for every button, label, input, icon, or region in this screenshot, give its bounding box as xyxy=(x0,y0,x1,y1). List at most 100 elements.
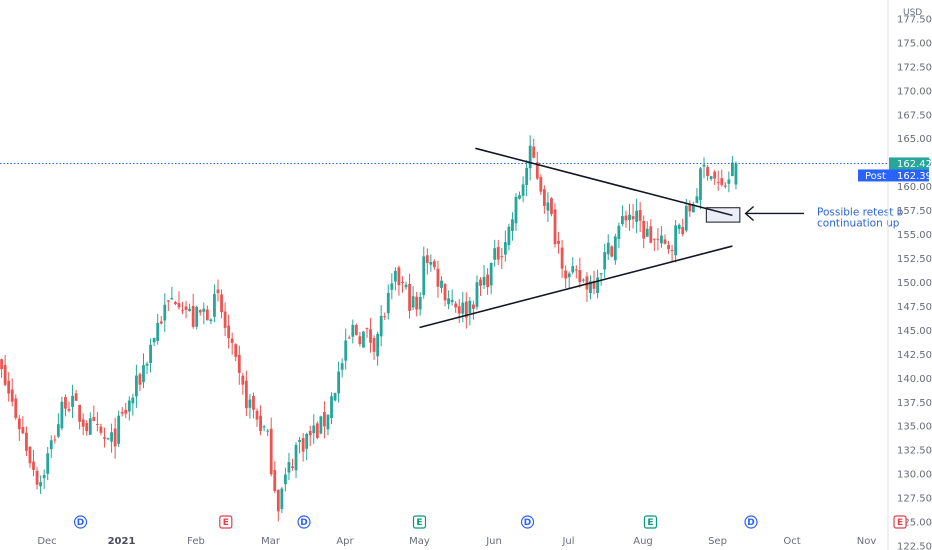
candle xyxy=(457,299,461,323)
time-tick-label: Mar xyxy=(261,536,281,547)
candle xyxy=(14,394,18,420)
price-tick-label: 167.50 xyxy=(897,110,932,121)
candle xyxy=(642,215,646,249)
trendline-lower[interactable] xyxy=(419,245,733,329)
arrow-head xyxy=(744,205,755,222)
candle xyxy=(638,201,642,232)
candle xyxy=(174,300,177,306)
candle xyxy=(312,414,316,444)
candle xyxy=(635,198,639,234)
candle xyxy=(209,318,213,325)
candle xyxy=(482,265,486,289)
candle xyxy=(674,219,678,263)
candle xyxy=(287,452,291,481)
candle xyxy=(46,446,50,481)
candle xyxy=(525,160,529,197)
candle xyxy=(418,292,422,316)
candle xyxy=(298,436,301,454)
candle xyxy=(695,188,699,204)
price-tick-label: 160.00 xyxy=(897,182,932,193)
candle xyxy=(691,201,695,213)
candle xyxy=(532,138,536,159)
candle xyxy=(493,239,497,267)
candle xyxy=(39,475,43,494)
candle xyxy=(106,437,110,441)
annotation-text: Possible retest b xyxy=(817,206,904,218)
candle xyxy=(330,392,333,425)
svg-text:E: E xyxy=(416,518,422,528)
price-axis[interactable]: 180.00 177.50 175.00 172.50 170.00 167.50 165.… xyxy=(858,0,932,550)
candle xyxy=(468,297,472,326)
candle xyxy=(213,284,216,323)
candle xyxy=(688,200,692,217)
trendline-upper[interactable] xyxy=(475,147,733,217)
earnings-event-icon[interactable]: E xyxy=(219,515,233,529)
earnings-event-icon[interactable]: E xyxy=(893,515,907,529)
candle xyxy=(677,223,681,235)
time-tick-label: Sep xyxy=(708,536,727,547)
candle xyxy=(227,314,231,349)
annotation-text: continuation up xyxy=(817,217,900,229)
candle xyxy=(188,303,192,312)
candle xyxy=(181,301,184,315)
candle xyxy=(720,169,724,187)
candle xyxy=(276,489,280,522)
retest-box[interactable] xyxy=(705,207,741,223)
price-tick-label: 137.50 xyxy=(897,398,932,409)
last-price-label: 162.42 xyxy=(897,159,932,170)
candle xyxy=(472,300,475,320)
time-tick-label: Jun xyxy=(485,536,502,547)
price-tick-label: 135.00 xyxy=(897,422,932,433)
candle xyxy=(127,396,131,421)
time-tick-label: Feb xyxy=(187,536,205,547)
candle xyxy=(149,338,152,373)
candle xyxy=(351,319,355,344)
candle xyxy=(663,234,667,245)
candle xyxy=(408,273,411,319)
dividend-event-icon[interactable]: D xyxy=(744,515,758,529)
candle xyxy=(606,234,610,261)
dividend-event-icon[interactable]: D xyxy=(297,515,311,529)
candle xyxy=(574,265,578,279)
candle xyxy=(386,284,390,320)
candle xyxy=(546,192,550,222)
dividend-event-icon[interactable]: D xyxy=(520,515,535,529)
candle xyxy=(3,355,7,387)
candle xyxy=(649,219,653,244)
svg-text:E: E xyxy=(897,518,903,528)
candle xyxy=(511,212,514,241)
candle xyxy=(60,396,64,431)
candle xyxy=(660,226,663,248)
candle xyxy=(284,467,287,492)
candle xyxy=(49,435,53,458)
candle xyxy=(120,407,124,417)
currency-label: USD xyxy=(903,8,922,18)
candle xyxy=(184,301,188,319)
dividend-event-icon[interactable]: D xyxy=(73,515,88,529)
time-tick-label: Apr xyxy=(336,536,354,547)
candle xyxy=(198,309,202,316)
price-tick-label: 140.00 xyxy=(897,374,932,385)
earnings-event-icon[interactable]: E xyxy=(412,515,427,529)
candle xyxy=(216,279,220,302)
time-axis[interactable]: Dec 2021 Feb Mar Apr May Jun Jul Aug Sep Oct Nov xyxy=(37,536,876,547)
candle xyxy=(241,372,245,395)
candle xyxy=(142,353,145,389)
price-tick-label: 150.00 xyxy=(897,278,932,289)
candle xyxy=(422,246,426,299)
earnings-event-icon[interactable]: E xyxy=(643,515,658,529)
candle xyxy=(347,335,351,339)
candle xyxy=(415,291,419,317)
candle xyxy=(0,358,3,378)
price-tick-label: 155.00 xyxy=(897,230,932,241)
candle xyxy=(535,151,539,180)
svg-text:E: E xyxy=(647,518,653,528)
candle xyxy=(713,169,717,185)
candle xyxy=(617,222,621,248)
candle xyxy=(78,404,82,430)
time-tick-label: May xyxy=(409,536,430,547)
candle xyxy=(88,412,92,435)
